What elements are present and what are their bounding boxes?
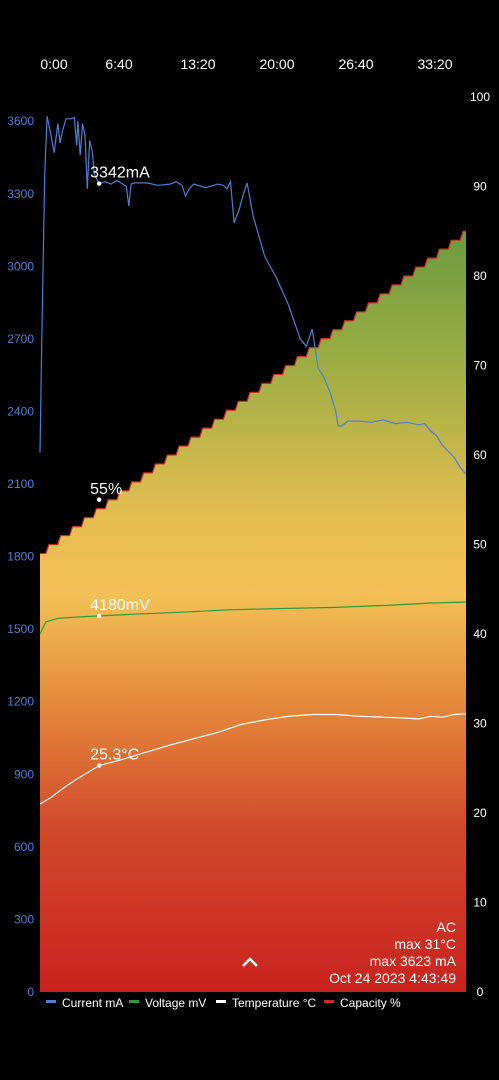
right-tick-label: 80 <box>473 269 487 283</box>
legend-label: Voltage mV <box>145 996 206 1010</box>
right-tick-label: 70 <box>473 359 487 373</box>
right-tick-label: 30 <box>473 717 487 731</box>
info-max-current: max 3623 mA <box>370 953 457 969</box>
series-lines <box>39 116 467 805</box>
temperature-line <box>39 713 467 805</box>
left-tick-label: 1200 <box>7 695 34 709</box>
x-tick-label: 26:40 <box>338 56 373 72</box>
x-tick-label: 20:00 <box>259 56 294 72</box>
left-tick-label: 2400 <box>7 404 34 418</box>
temperature-marker-label: 25.3°C <box>90 747 139 764</box>
left-tick-label: 300 <box>14 912 34 926</box>
chevron-up-icon[interactable] <box>238 950 262 974</box>
legend-swatch <box>129 1000 139 1003</box>
legend-label: Temperature °C <box>232 996 316 1010</box>
info-overlay: AC max 31°C max 3623 mA Oct 24 2023 4:43… <box>329 919 457 986</box>
left-tick-label: 3600 <box>7 114 34 128</box>
left-tick-label: 2100 <box>7 477 34 491</box>
capacity-marker-label: 55% <box>90 481 122 498</box>
x-tick-label: 0:00 <box>40 56 67 72</box>
legend-label: Capacity % <box>340 996 401 1010</box>
voltage-line <box>39 601 467 635</box>
right-tick-label: 90 <box>473 180 487 194</box>
capacity-line <box>40 230 466 555</box>
right-tick-label: 100 <box>470 90 490 104</box>
series-markers: 3342mA 55% 4180mV 25.3°C <box>90 165 150 768</box>
right-tick-label: 40 <box>473 627 487 641</box>
legend-swatch <box>324 1000 334 1003</box>
legend: Current mA Voltage mV Temperature °C Capaci… <box>46 996 401 1010</box>
voltage-marker-dot <box>96 613 102 619</box>
x-axis-ticks: 0:00 6:40 13:20 20:00 26:40 33:20 <box>40 56 452 72</box>
current-line <box>39 116 467 475</box>
right-tick-label: 60 <box>473 448 487 462</box>
right-tick-label: 20 <box>473 806 487 820</box>
x-tick-label: 33:20 <box>417 56 452 72</box>
left-tick-label: 0 <box>27 985 34 999</box>
current-marker-dot <box>96 181 102 186</box>
legend-swatch <box>216 1000 226 1003</box>
left-tick-label: 3000 <box>7 259 34 273</box>
left-tick-label: 1500 <box>7 622 34 636</box>
legend-label: Current mA <box>62 996 123 1010</box>
right-tick-label: 10 <box>473 896 487 910</box>
temperature-marker-dot <box>96 763 102 768</box>
voltage-marker-label: 4180mV <box>90 597 150 614</box>
left-tick-label: 600 <box>14 840 34 854</box>
left-tick-label: 900 <box>14 767 34 781</box>
right-axis-ticks: 0 10 20 30 40 50 60 70 80 90 100 <box>470 90 490 999</box>
current-marker-label: 3342mA <box>90 165 150 182</box>
capacity-marker-dot <box>96 497 102 502</box>
right-tick-label: 50 <box>473 538 487 552</box>
left-tick-label: 3300 <box>7 187 34 201</box>
left-tick-label: 2700 <box>7 332 34 346</box>
info-max-temp: max 31°C <box>394 936 456 952</box>
right-tick-label: 0 <box>477 985 484 999</box>
legend-swatch <box>46 1000 56 1003</box>
x-tick-label: 6:40 <box>105 56 132 72</box>
left-axis-ticks: 0 300 600 900 1200 1500 1800 2100 2400 2700 3000 33… <box>7 114 34 999</box>
info-source: AC <box>437 919 456 935</box>
x-tick-label: 13:20 <box>180 56 215 72</box>
info-timestamp: Oct 24 2023 4:43:49 <box>329 970 456 986</box>
left-tick-label: 1800 <box>7 550 34 564</box>
